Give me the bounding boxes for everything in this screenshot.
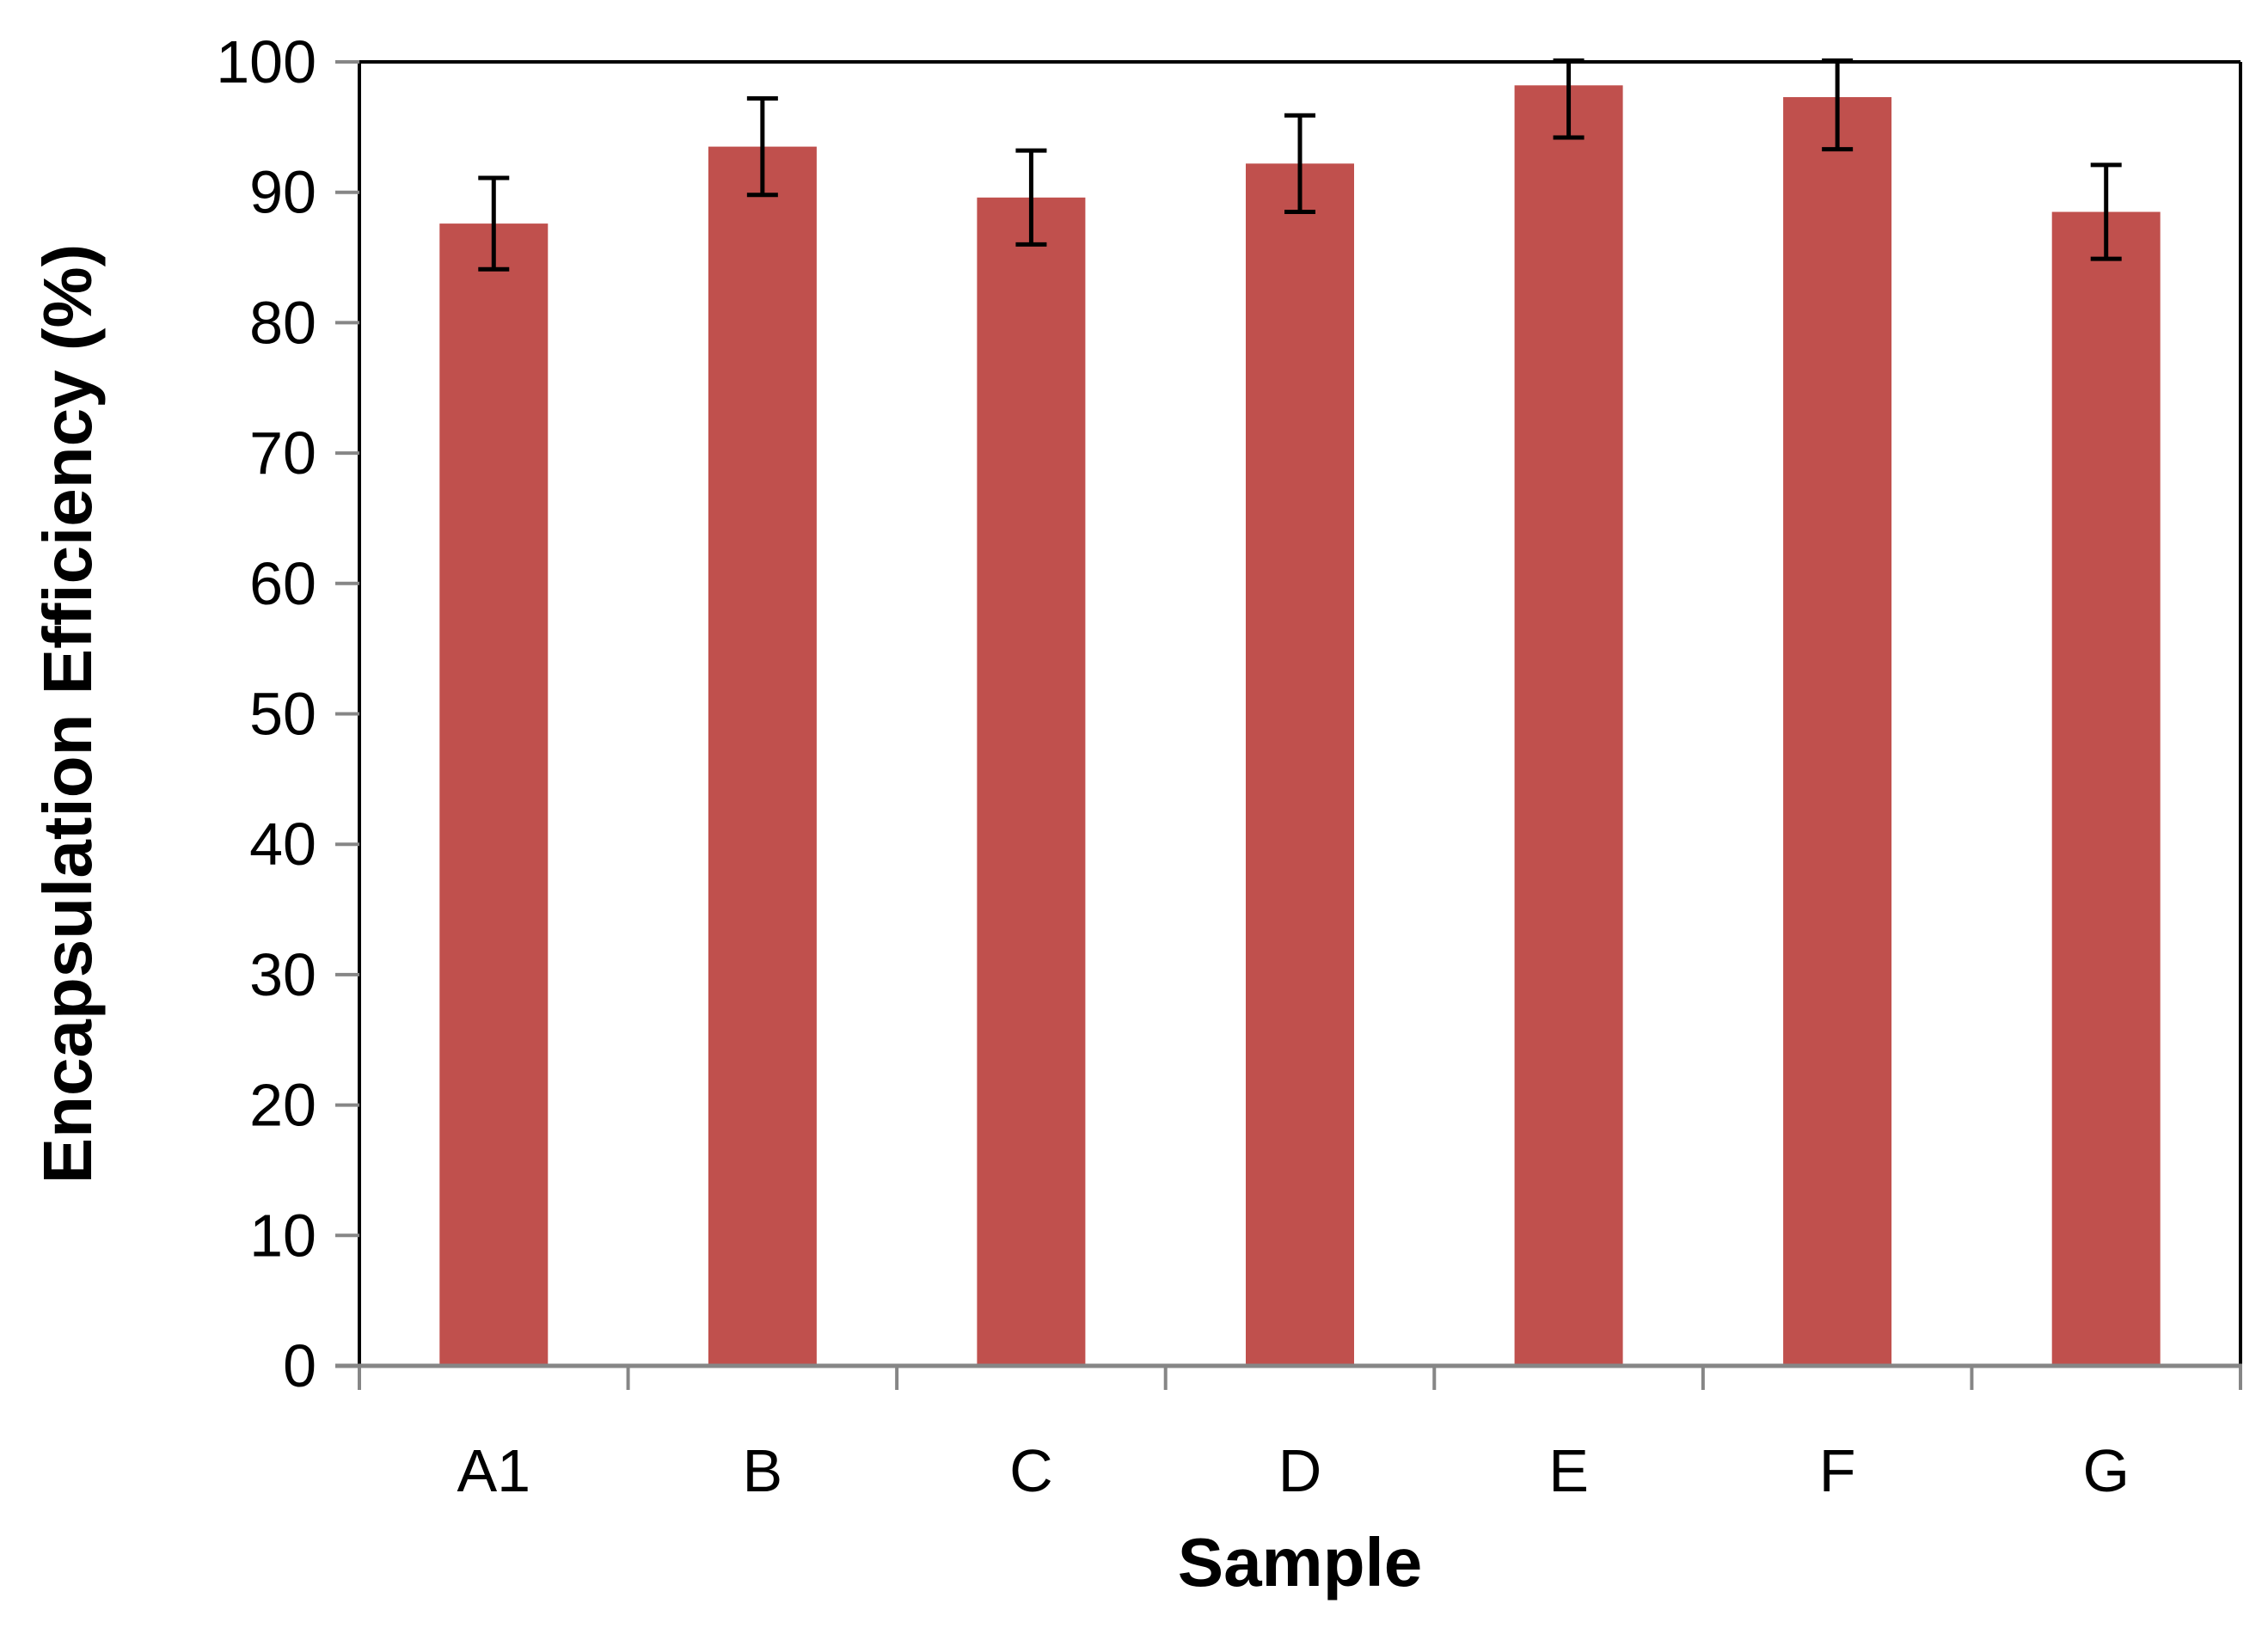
y-tick-label: 40 bbox=[249, 811, 316, 878]
bar-G bbox=[2051, 211, 2161, 1366]
y-tick-label: 80 bbox=[249, 289, 316, 356]
bar-E bbox=[1514, 85, 1623, 1366]
bar-A1 bbox=[439, 223, 549, 1367]
y-tick-label: 100 bbox=[216, 28, 316, 95]
y-tick-label: 90 bbox=[249, 159, 316, 226]
x-tick-label-E: E bbox=[1548, 1437, 1589, 1504]
x-tick-label-F: F bbox=[1819, 1437, 1856, 1504]
y-tick-label: 30 bbox=[249, 941, 316, 1008]
y-tick-label: 70 bbox=[249, 419, 316, 487]
x-tick-label-G: G bbox=[2082, 1437, 2129, 1504]
y-axis-ticks: 0 10 20 30 40 50 60 70 80 90 100 bbox=[216, 28, 359, 1399]
x-axis-ticks bbox=[358, 1366, 2242, 1390]
bar-D bbox=[1246, 163, 1354, 1366]
y-tick-label: 20 bbox=[249, 1072, 316, 1139]
error-bar-A1 bbox=[478, 175, 510, 272]
error-bar-B bbox=[746, 95, 778, 198]
error-bar-D bbox=[1284, 113, 1315, 214]
x-axis-category-labels: A1 B C D E F G bbox=[457, 1437, 2129, 1504]
x-tick-label-D: D bbox=[1278, 1437, 1322, 1504]
bar-B bbox=[708, 146, 817, 1367]
y-tick-label: 60 bbox=[249, 550, 316, 617]
bar-C bbox=[977, 197, 1086, 1366]
x-axis-title: Sample bbox=[1178, 1524, 1423, 1600]
error-bar-C bbox=[1015, 148, 1047, 247]
y-tick-label: 10 bbox=[249, 1202, 316, 1269]
y-tick-label: 0 bbox=[283, 1332, 316, 1399]
y-tick-label: 50 bbox=[249, 681, 316, 748]
bars-group bbox=[439, 85, 2161, 1367]
y-axis-title: Encapsulation Efficiency (%) bbox=[29, 244, 106, 1184]
x-tick-label-C: C bbox=[1009, 1437, 1053, 1504]
bar-F bbox=[1783, 97, 1892, 1366]
x-tick-label-A1: A1 bbox=[457, 1437, 530, 1504]
error-bar-G bbox=[2090, 162, 2122, 261]
x-tick-label-B: B bbox=[743, 1437, 783, 1504]
